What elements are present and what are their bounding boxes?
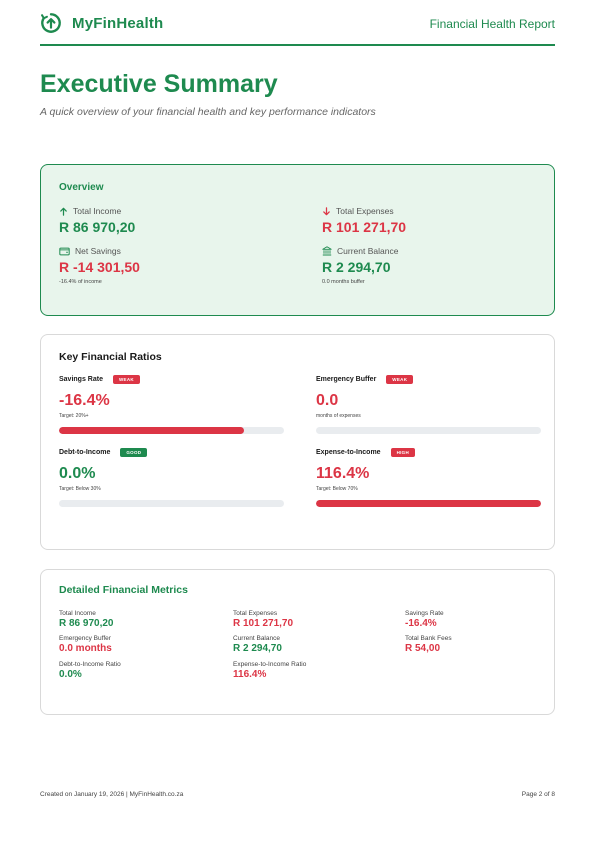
status-badge: HIGH xyxy=(390,448,416,457)
metric-value: -16.4% xyxy=(405,618,437,629)
overview-note: 0.0 months buffer xyxy=(322,279,365,285)
overview-value: R 101 271,70 xyxy=(322,219,407,235)
arrow-down-icon xyxy=(323,206,330,215)
arrow-up-icon xyxy=(60,207,67,216)
metric-label: Emergency Buffer xyxy=(59,635,111,642)
ratio-name: Expense-to-Income xyxy=(316,449,381,456)
overview-total-income: Total Income R 86 970,20 xyxy=(59,206,135,235)
metric-total-bank-fees: Total Bank Fees R 54,00 xyxy=(405,635,452,654)
report-header: MyFinHealth Financial Health Report xyxy=(40,12,555,46)
overview-value: R 86 970,20 xyxy=(59,219,136,235)
ratio-note: months of expenses xyxy=(316,413,361,419)
brand-logo-icon xyxy=(41,13,61,33)
ratio-savings-rate: Savings Rate WEAK -16.4% Target: 20%+ xyxy=(59,375,284,434)
metric-expense-to-income: Expense-to-Income Ratio 116.4% xyxy=(233,661,306,680)
metric-total-expenses: Total Expenses R 101 271,70 xyxy=(233,610,293,629)
metrics-title: Detailed Financial Metrics xyxy=(59,584,188,596)
ratio-name: Savings Rate xyxy=(59,376,103,383)
metric-label: Total Bank Fees xyxy=(405,635,452,642)
ratio-name: Debt-to-Income xyxy=(59,449,111,456)
overview-current-balance: Current Balance R 2 294,70 0.0 months bu… xyxy=(322,246,398,285)
metric-label: Expense-to-Income Ratio xyxy=(233,661,307,668)
overview-label: Total Income xyxy=(73,206,122,216)
metric-value: 0.0 months xyxy=(59,643,112,654)
ratios-title: Key Financial Ratios xyxy=(59,351,162,363)
metric-debt-to-income: Debt-to-Income Ratio 0.0% xyxy=(59,661,121,680)
ratio-debt-to-income: Debt-to-Income GOOD 0.0% Target: Below 3… xyxy=(59,448,284,507)
metric-label: Debt-to-Income Ratio xyxy=(59,661,121,668)
overview-card: Overview Total Income R 86 970,20 Total … xyxy=(40,164,555,316)
ratio-note: Target: 20%+ xyxy=(59,413,89,419)
status-badge: GOOD xyxy=(120,448,148,457)
footer-page-number: Page 2 of 8 xyxy=(521,791,555,798)
page-title: Executive Summary xyxy=(40,70,278,98)
footer-created: Created on January 19, 2026 | MyFinHealt… xyxy=(40,791,184,798)
overview-note: -16.4% of income xyxy=(59,279,102,285)
overview-value: R -14 301,50 xyxy=(59,259,140,275)
metric-label: Savings Rate xyxy=(405,610,444,617)
metric-label: Total Expenses xyxy=(233,610,278,617)
metric-value: R 54,00 xyxy=(405,643,441,654)
ratio-note: Target: Below 30% xyxy=(59,486,101,492)
metric-total-income: Total Income R 86 970,20 xyxy=(59,610,114,629)
metric-emergency-buffer: Emergency Buffer 0.0 months xyxy=(59,635,112,654)
ratio-name: Emergency Buffer xyxy=(316,376,377,383)
overview-title: Overview xyxy=(59,182,104,193)
progress-fill xyxy=(59,427,244,434)
overview-total-expenses: Total Expenses R 101 271,70 xyxy=(322,206,406,235)
ratios-card: Key Financial Ratios Savings Rate WEAK -… xyxy=(40,334,555,550)
overview-value: R 2 294,70 xyxy=(322,259,391,275)
progress-track xyxy=(316,500,541,507)
metrics-card: Detailed Financial Metrics Total Income … xyxy=(40,569,555,715)
metric-value: 116.4% xyxy=(233,669,267,680)
metric-label: Current Balance xyxy=(233,635,280,642)
metric-value: 0.0% xyxy=(59,669,82,680)
ratio-emergency-buffer: Emergency Buffer WEAK 0.0 months of expe… xyxy=(316,375,541,434)
ratio-expense-to-income: Expense-to-Income HIGH 116.4% Target: Be… xyxy=(316,448,541,507)
metric-value: R 86 970,20 xyxy=(59,618,114,629)
status-badge: WEAK xyxy=(112,375,140,384)
overview-net-savings: Net Savings R -14 301,50 -16.4% of incom… xyxy=(59,246,140,285)
ratio-value: 0.0% xyxy=(59,465,96,482)
metric-savings-rate: Savings Rate -16.4% xyxy=(405,610,444,629)
metric-value: R 2 294,70 xyxy=(233,643,282,654)
ratio-value: 116.4% xyxy=(316,465,370,482)
status-badge: WEAK xyxy=(386,375,414,384)
progress-track xyxy=(316,427,541,434)
ratio-note: Target: Below 70% xyxy=(316,486,358,492)
overview-label: Current Balance xyxy=(337,246,399,256)
ratio-value: -16.4% xyxy=(59,392,110,409)
overview-label: Net Savings xyxy=(75,246,121,256)
report-title: Financial Health Report xyxy=(429,17,555,31)
brand: MyFinHealth xyxy=(40,12,163,34)
metric-label: Total Income xyxy=(59,610,96,617)
progress-track xyxy=(59,427,284,434)
bank-icon xyxy=(322,246,332,256)
page-subtitle: A quick overview of your financial healt… xyxy=(40,106,376,118)
metric-value: R 101 271,70 xyxy=(233,618,294,629)
brand-name: MyFinHealth xyxy=(72,14,164,32)
wallet-icon xyxy=(59,247,70,255)
ratio-value: 0.0 xyxy=(316,392,339,409)
metric-current-balance: Current Balance R 2 294,70 xyxy=(233,635,282,654)
progress-track xyxy=(59,500,284,507)
overview-label: Total Expenses xyxy=(336,206,394,216)
progress-fill xyxy=(316,500,541,507)
